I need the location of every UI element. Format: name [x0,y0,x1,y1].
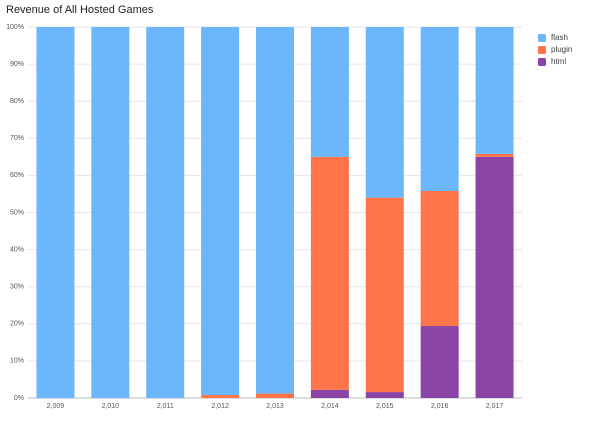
bar-segment [310,27,349,157]
legend-swatch [538,58,546,66]
bar-segment [365,392,404,398]
bar-segment [475,153,514,157]
bar-segment [310,156,349,390]
bar-segment [201,27,240,396]
y-tick-label: 60% [10,172,24,179]
x-tick-label: 2,015 [376,403,394,410]
bar-segment [420,326,459,398]
x-tick-label: 2,017 [486,403,504,410]
bar-segment [365,27,404,198]
chart-title: Revenue of All Hosted Games [6,4,154,16]
y-tick-label: 40% [10,246,24,253]
bar-segment [420,27,459,191]
x-tick-label: 2,010 [102,403,120,410]
y-tick-label: 0% [14,395,24,402]
x-tick-label: 2,013 [266,403,284,410]
bar-segment [365,197,404,393]
y-tick-label: 10% [10,358,24,365]
y-tick-label: 20% [10,321,24,328]
y-tick-label: 50% [10,209,24,216]
legend-swatch [538,46,546,54]
bar-segment [201,395,240,398]
bar-segment [475,27,514,154]
bar-segment [256,393,294,398]
legend-swatch [538,34,546,42]
bar-segment [310,389,349,398]
y-tick-label: 30% [10,284,24,291]
y-tick-label: 90% [10,61,24,68]
bar-segment [36,27,75,398]
x-tick-label: 2,016 [431,403,449,410]
x-tick-label: 2,012 [211,403,229,410]
x-tick-label: 2,009 [47,403,65,410]
bar-segment [91,27,130,398]
y-tick-label: 80% [10,98,24,105]
bar-segment [420,190,459,327]
y-tick-label: 100% [6,24,24,31]
x-tick-label: 2,014 [321,403,339,410]
bar-segment [475,156,514,398]
legend-label: flash [551,33,568,42]
legend-label: plugin [551,45,572,54]
legend-label: html [551,57,566,66]
x-tick-label: 2,011 [157,403,174,410]
y-tick-label: 70% [10,135,24,142]
bar-segment [256,27,294,394]
bar-segment [146,27,185,398]
